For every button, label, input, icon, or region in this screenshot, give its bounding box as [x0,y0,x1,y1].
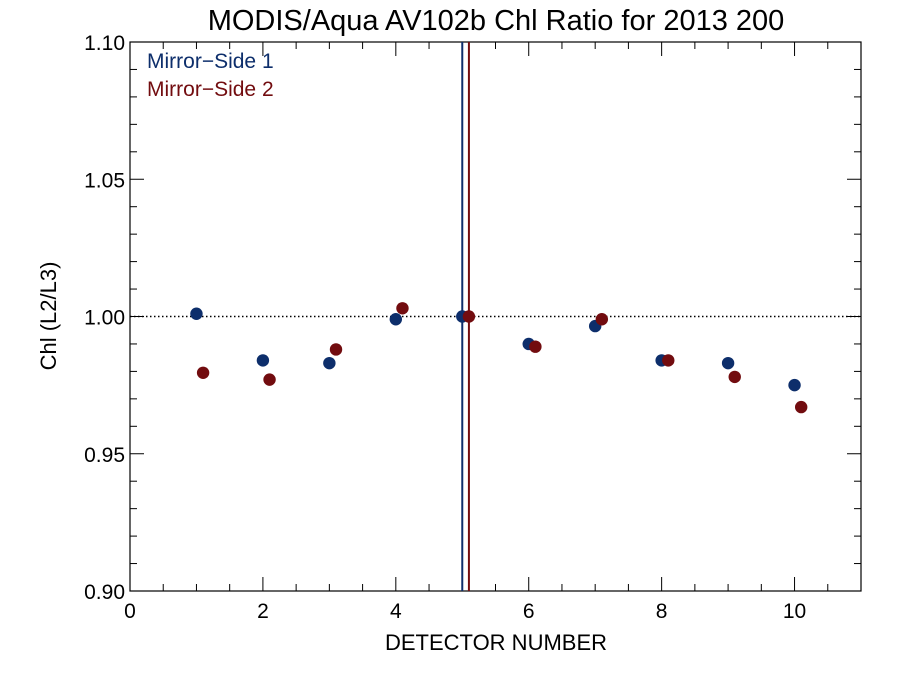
y-tick-label: 0.95 [84,444,125,467]
x-tick-label: 6 [523,600,535,623]
point-series-2 [329,343,343,356]
x-tick-label: 0 [124,600,136,623]
point-series-2 [263,373,276,386]
point-series-2 [595,313,609,326]
point-series-1 [721,356,735,370]
x-tick-label: 8 [656,600,668,623]
reference-lines [130,42,861,591]
y-axis-label: Chl (L2/L3) [36,262,61,371]
point-series-2 [529,340,542,353]
x-tick-label: 10 [783,600,806,623]
y-tick-label: 1.00 [84,307,125,330]
point-series-2 [196,366,210,379]
point-series-2 [396,302,409,315]
y-tick-label: 1.05 [84,169,125,192]
point-series-1 [256,354,270,367]
point-series-1 [788,378,801,392]
axis-ticks [129,41,862,592]
point-series-1 [323,356,336,370]
legend-entry-mirror-side-2: Mirror−Side 2 [147,78,274,101]
point-series-2 [662,354,675,367]
y-tick-label: 0.90 [84,581,125,604]
legend-entry-mirror-side-1: Mirror−Side 1 [147,50,274,73]
axis-tick-labels: 0 2 4 6 8 10 0.90 0.95 1.00 1.05 1.10 [84,32,806,623]
x-tick-label: 2 [257,600,269,623]
chart-title: MODIS/Aqua AV102b Chl Ratio for 2013 200 [208,5,785,37]
x-axis-label: DETECTOR NUMBER [385,630,607,655]
point-series-2 [794,400,808,414]
data-points [190,302,808,414]
point-series-1 [190,307,203,320]
y-tick-label: 1.10 [84,32,125,55]
point-series-1 [389,313,403,326]
point-series-2 [728,370,741,384]
x-tick-label: 4 [390,600,402,623]
point-series-2 [462,310,476,323]
